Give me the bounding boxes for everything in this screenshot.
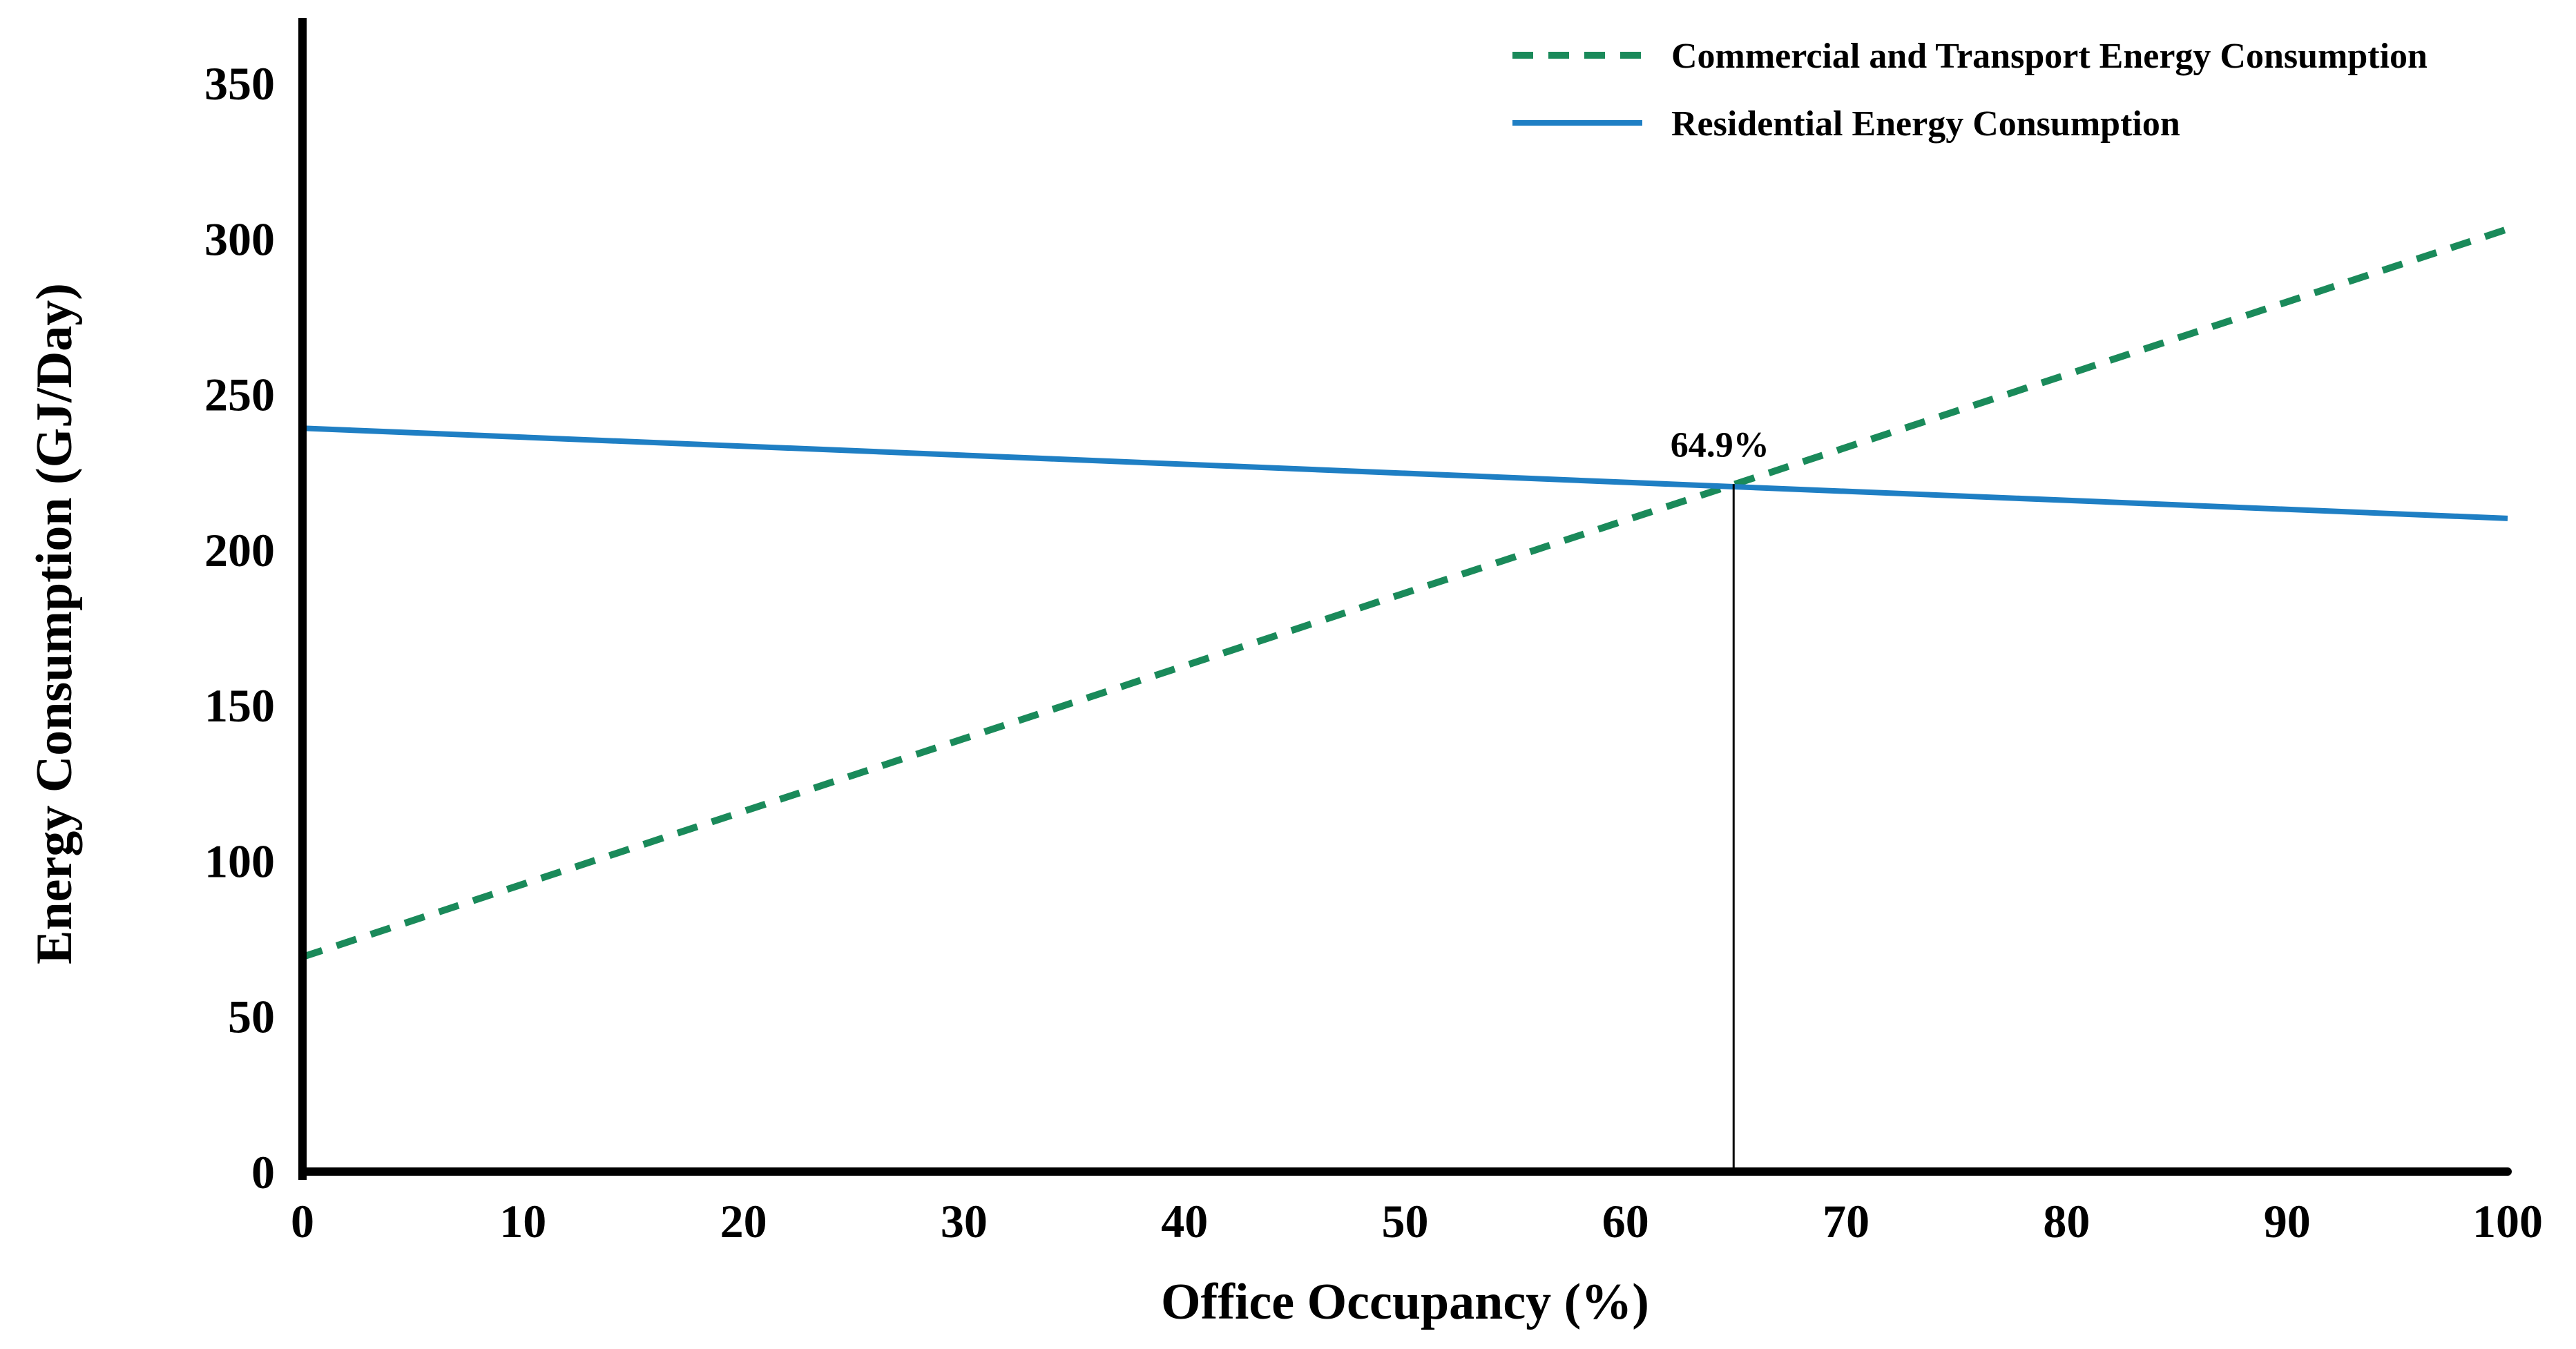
annotation-layer: 64.9%	[1671, 425, 1769, 1172]
series-line-1	[301, 226, 2509, 960]
x-tick-label: 100	[2472, 1195, 2543, 1248]
x-tick-label: 60	[1602, 1195, 1649, 1248]
intersection-label: 64.9%	[1671, 425, 1769, 465]
series-line-2	[302, 425, 2508, 521]
x-tick-label: 80	[2043, 1195, 2090, 1248]
x-tick-label: 90	[2264, 1195, 2311, 1248]
x-tick-label: 50	[1382, 1195, 1429, 1248]
y-tick-label: 50	[228, 991, 275, 1043]
legend-label-2: Residential Energy Consumption	[1671, 104, 2180, 144]
x-tick-label: 70	[1823, 1195, 1869, 1248]
y-tick-label: 150	[204, 679, 275, 732]
y-tick-label: 350	[204, 57, 275, 110]
legend-label-1: Commercial and Transport Energy Consumpt…	[1671, 37, 2428, 76]
x-axis-title: Office Occupancy (%)	[1161, 1274, 1649, 1330]
y-tick-label: 300	[204, 213, 275, 265]
x-tick-label: 20	[720, 1195, 767, 1248]
y-axis-title: Energy Consumption (GJ/Day)	[26, 283, 83, 964]
x-tick-label: 30	[941, 1195, 988, 1248]
y-tick-label: 100	[204, 835, 275, 887]
y-tick-label: 250	[204, 369, 275, 421]
y-tick-label: 0	[251, 1146, 275, 1198]
series-layer	[301, 226, 2509, 960]
x-tick-label: 10	[499, 1195, 546, 1248]
x-tick-label: 0	[291, 1195, 314, 1248]
x-tick-label: 40	[1161, 1195, 1208, 1248]
axes-layer: 0 10 20 30 40 50 60 70 80 90 100 0 50 100 150 200 250 300…	[204, 18, 2543, 1248]
legend: Commercial and Transport Energy Consumpt…	[1512, 37, 2428, 144]
y-tick-label: 200	[204, 524, 275, 576]
